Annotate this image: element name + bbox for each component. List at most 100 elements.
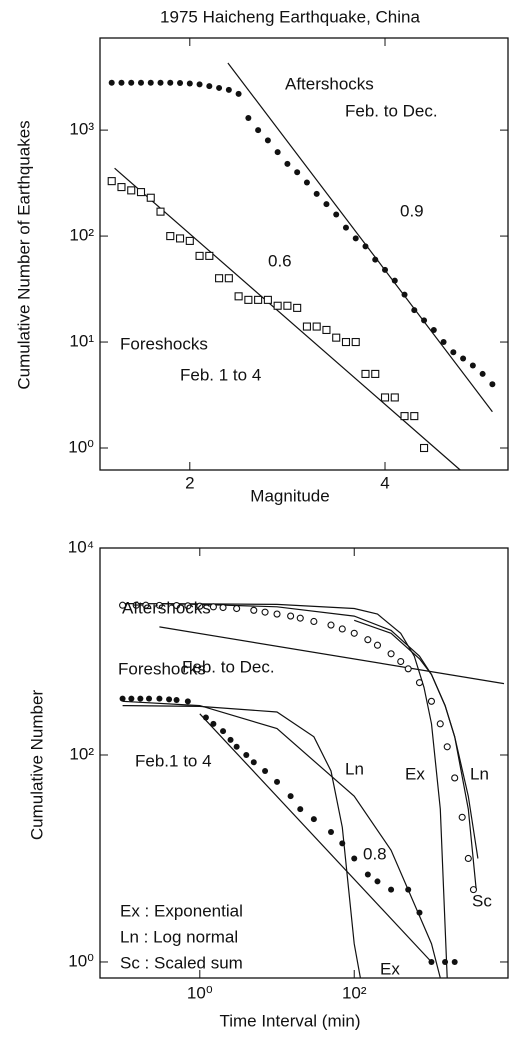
fit-line (122, 700, 441, 979)
point (117, 183, 126, 192)
point (262, 768, 269, 775)
point (287, 612, 295, 620)
point (156, 207, 165, 216)
point (250, 606, 258, 614)
point (333, 211, 340, 218)
point (244, 295, 253, 304)
point (404, 665, 412, 673)
point (327, 621, 335, 629)
series-name: Foreshocks (118, 659, 206, 678)
point (294, 169, 301, 176)
point (489, 381, 496, 388)
point (339, 840, 346, 847)
point (195, 251, 204, 260)
point (302, 322, 311, 331)
point (196, 602, 204, 610)
fit-line (227, 62, 493, 413)
point (233, 743, 240, 750)
point (156, 695, 163, 702)
point (388, 886, 395, 893)
fit-line (159, 626, 505, 685)
point (428, 958, 435, 965)
point (451, 774, 459, 782)
point (427, 697, 436, 705)
point (264, 137, 271, 144)
point (235, 90, 242, 97)
point (209, 603, 217, 611)
point (274, 778, 281, 785)
point (405, 886, 412, 893)
y-tick-label: 10² (69, 226, 94, 245)
point (175, 234, 185, 243)
point (142, 601, 150, 609)
point (215, 274, 224, 283)
point (327, 829, 334, 836)
point (283, 301, 292, 310)
line-label: 0.6 (268, 251, 292, 270)
line-label: 0.9 (400, 201, 424, 220)
point (255, 127, 262, 134)
point (382, 266, 389, 273)
point (132, 601, 140, 609)
point (137, 695, 144, 702)
point (450, 349, 457, 356)
point (351, 337, 360, 347)
fit-line (122, 705, 361, 979)
point (416, 909, 423, 916)
point (411, 307, 418, 314)
point (155, 601, 163, 609)
point (234, 292, 243, 301)
point (118, 79, 125, 86)
point (469, 886, 478, 894)
point (373, 641, 382, 649)
series-name: Aftershocks (122, 598, 211, 617)
point (250, 759, 257, 766)
point (157, 79, 164, 86)
point (469, 362, 476, 369)
point (361, 369, 370, 378)
series-name: Foreshocks (120, 334, 208, 353)
point (293, 303, 302, 312)
point (310, 617, 318, 626)
point (338, 625, 346, 633)
point (451, 958, 458, 965)
x-tick-label: 4 (380, 473, 389, 492)
point (128, 695, 135, 702)
point (391, 277, 398, 284)
point (310, 816, 317, 823)
point (430, 326, 437, 333)
point (352, 235, 359, 242)
series-subtitle: Feb. 1 to 4 (180, 365, 261, 384)
point (458, 813, 466, 821)
series-name: Aftershocks (285, 74, 374, 93)
point (364, 871, 371, 878)
point (387, 650, 395, 658)
point (254, 295, 263, 304)
point (371, 369, 380, 378)
y-tick-label: 10⁰ (68, 437, 94, 456)
series-subtitle: Feb. to Dec. (345, 101, 438, 120)
point (436, 720, 444, 728)
x-tick-label: 10⁰ (187, 983, 213, 1002)
y-tick-label: 10³ (69, 120, 94, 139)
point (443, 743, 451, 751)
point (261, 608, 269, 616)
point (273, 610, 281, 618)
line-label: 0.8 (363, 844, 387, 863)
line-label: Ex (380, 959, 400, 978)
series-subtitle: Feb. to Dec. (182, 657, 275, 676)
point (227, 736, 234, 743)
point (119, 695, 126, 702)
point (351, 855, 358, 862)
y-tick-label: 10⁴ (68, 537, 94, 556)
point (216, 84, 223, 91)
point (146, 695, 153, 702)
point (166, 232, 175, 241)
point (243, 751, 250, 758)
x-axis-label: Time Interval (min) (219, 1011, 360, 1030)
fit-line (122, 603, 448, 979)
point (166, 696, 173, 703)
point (323, 201, 330, 208)
y-tick-label: 10⁰ (68, 951, 94, 970)
point (390, 393, 399, 402)
